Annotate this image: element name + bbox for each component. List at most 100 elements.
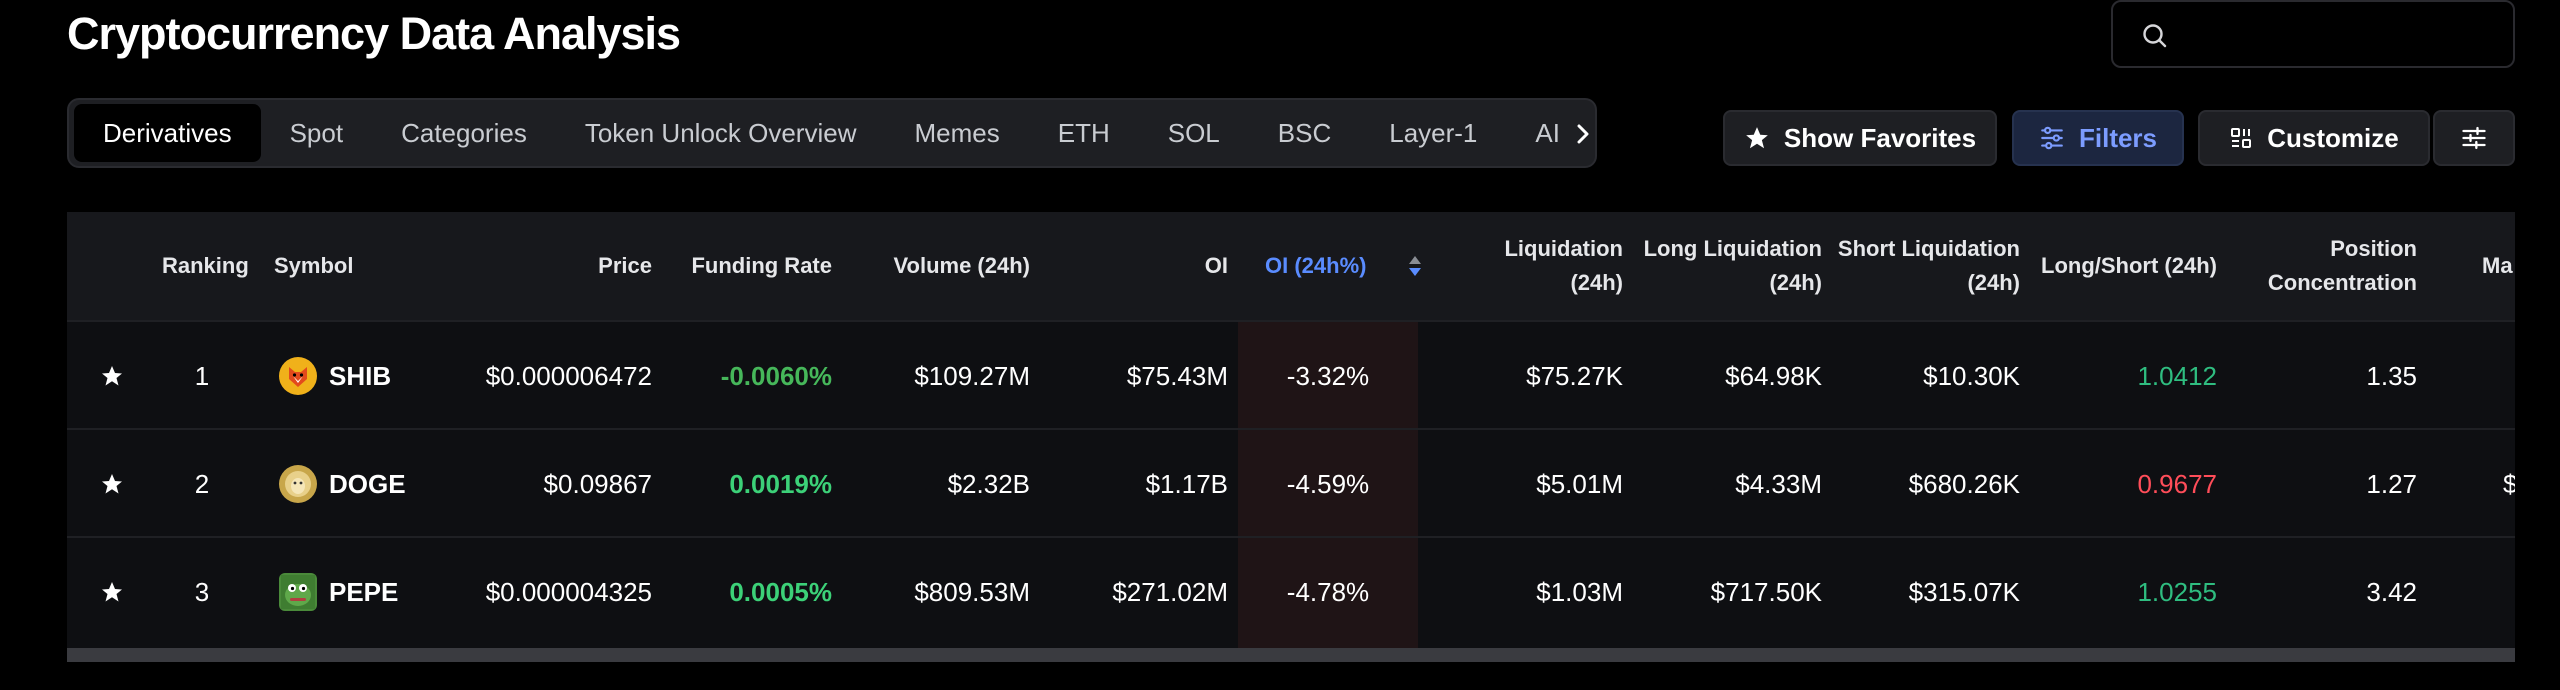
long-liquidation-cell: $717.50K bbox=[1710, 576, 1822, 607]
position-concentration-cell: 1.27 bbox=[2366, 468, 2417, 499]
tab-layer-1[interactable]: Layer-1 bbox=[1389, 117, 1478, 148]
header-long-liquidation-line1: Long Liquidation bbox=[1643, 236, 1822, 261]
shib-coin-icon bbox=[279, 357, 317, 395]
settings-button[interactable] bbox=[2433, 110, 2515, 166]
doge-coin-icon bbox=[279, 465, 317, 503]
ma-cell: $ bbox=[2503, 468, 2515, 499]
table-row[interactable]: 3 PEPE $0.000004325 0.0005% $809.53M $27… bbox=[67, 536, 2515, 644]
filters-button[interactable]: Filters bbox=[2012, 110, 2184, 166]
long-short-cell: 1.0255 bbox=[2137, 576, 2217, 607]
oi-cell: $1.17B bbox=[1145, 468, 1228, 499]
funding-rate-cell: 0.0019% bbox=[729, 468, 832, 499]
tab-derivatives[interactable]: Derivatives bbox=[74, 104, 261, 162]
funding-rate-cell: -0.0060% bbox=[720, 360, 832, 391]
position-concentration-cell: 3.42 bbox=[2366, 576, 2417, 607]
header-position-concentration[interactable]: Position Concentration bbox=[2247, 212, 2417, 320]
oi-change-cell: -3.32% bbox=[1286, 360, 1370, 391]
header-liquidation[interactable]: Liquidation (24h) bbox=[1504, 236, 1623, 295]
volume-cell: $109.27M bbox=[914, 360, 1030, 391]
ma-cell bbox=[2503, 538, 2515, 646]
long-short-cell: 1.0412 bbox=[2137, 360, 2217, 391]
position-concentration-cell: 1.35 bbox=[2366, 360, 2417, 391]
tab-sol[interactable]: SOL bbox=[1167, 117, 1220, 148]
header-ma[interactable]: Ma bbox=[2482, 253, 2513, 278]
symbol-cell[interactable]: SHIB bbox=[279, 322, 429, 430]
header-price[interactable]: Price bbox=[598, 253, 652, 278]
tab-eth[interactable]: ETH bbox=[1057, 117, 1110, 148]
liquidation-cell: $75.27K bbox=[1526, 360, 1623, 391]
long-liquidation-cell: $64.98K bbox=[1725, 360, 1822, 391]
sort-icon[interactable] bbox=[1405, 212, 1425, 320]
long-short-cell: 0.9677 bbox=[2137, 468, 2217, 499]
rank-cell: 3 bbox=[194, 576, 210, 607]
oi-change-cell: -4.78% bbox=[1286, 576, 1370, 607]
header-short-liquidation-line2: (24h) bbox=[1967, 270, 2020, 295]
header-oi-change[interactable]: OI (24h%) bbox=[1265, 253, 1367, 278]
price-cell: $0.000006472 bbox=[485, 360, 652, 391]
table-row[interactable]: 1 SHIB $0.000006472 -0.0060% $109.27M $7… bbox=[67, 320, 2515, 428]
show-favorites-label: Show Favorites bbox=[1783, 122, 1977, 153]
short-liquidation-cell: $10.30K bbox=[1923, 360, 2020, 391]
header-ranking[interactable]: Ranking bbox=[162, 253, 249, 278]
favorite-star-icon[interactable] bbox=[87, 430, 137, 538]
horizontal-scrollbar[interactable] bbox=[67, 648, 2515, 662]
header-long-short[interactable]: Long/Short (24h) bbox=[2041, 253, 2217, 278]
tab-spot[interactable]: Spot bbox=[289, 117, 344, 148]
header-long-liquidation-line2: (24h) bbox=[1769, 270, 1822, 295]
liquidation-cell: $5.01M bbox=[1536, 468, 1623, 499]
header-volume[interactable]: Volume (24h) bbox=[893, 253, 1030, 278]
oi-change-cell: -4.59% bbox=[1286, 468, 1370, 499]
derivatives-table: Ranking Symbol Price Funding Rate Volume… bbox=[67, 212, 2515, 662]
filters-label: Filters bbox=[2078, 122, 2158, 153]
tab-token-unlock-overview[interactable]: Token Unlock Overview bbox=[584, 117, 857, 148]
tab-memes[interactable]: Memes bbox=[914, 117, 1000, 148]
price-cell: $0.09867 bbox=[543, 468, 652, 499]
oi-cell: $75.43M bbox=[1126, 360, 1228, 391]
symbol-cell[interactable]: PEPE bbox=[279, 538, 429, 646]
tab-ai[interactable]: AI bbox=[1535, 117, 1560, 148]
tab-bsc[interactable]: BSC bbox=[1277, 117, 1332, 148]
header-position-line1: Position bbox=[2330, 236, 2417, 261]
header-short-liquidation-line1: Short Liquidation bbox=[1837, 236, 2020, 261]
oi-cell: $271.02M bbox=[1112, 576, 1228, 607]
rank-cell: 2 bbox=[194, 468, 210, 499]
volume-cell: $2.32B bbox=[947, 468, 1030, 499]
long-liquidation-cell: $4.33M bbox=[1735, 468, 1822, 499]
symbol-text: DOGE bbox=[329, 468, 406, 499]
page-title: Cryptocurrency Data Analysis bbox=[67, 8, 681, 59]
symbol-text: PEPE bbox=[329, 576, 399, 607]
category-tabs: Derivatives Spot Categories Token Unlock… bbox=[67, 98, 1597, 168]
pepe-coin-icon bbox=[279, 573, 317, 611]
customize-button[interactable]: Customize bbox=[2198, 110, 2430, 166]
table-header: Ranking Symbol Price Funding Rate Volume… bbox=[67, 212, 2515, 320]
symbol-cell[interactable]: DOGE bbox=[279, 430, 429, 538]
short-liquidation-cell: $315.07K bbox=[1908, 576, 2020, 607]
price-cell: $0.000004325 bbox=[485, 576, 652, 607]
scrollbar-thumb[interactable] bbox=[67, 648, 2515, 662]
tabs-next-button[interactable] bbox=[1563, 108, 1603, 160]
symbol-text: SHIB bbox=[329, 360, 392, 391]
tab-categories[interactable]: Categories bbox=[401, 117, 527, 148]
search-input[interactable] bbox=[2111, 0, 2515, 68]
rank-cell: 1 bbox=[194, 360, 210, 391]
settings-sliders-icon bbox=[2462, 126, 2486, 150]
header-oi[interactable]: OI bbox=[1204, 253, 1228, 278]
customize-label: Customize bbox=[2267, 122, 2399, 153]
favorite-star-icon[interactable] bbox=[87, 538, 137, 646]
customize-icon bbox=[2231, 128, 2252, 148]
show-favorites-button[interactable]: Show Favorites bbox=[1723, 110, 1997, 166]
header-position-line2: Concentration bbox=[2267, 270, 2417, 295]
header-short-liquidation[interactable]: Short Liquidation (24h) bbox=[1835, 212, 2020, 320]
header-long-liquidation[interactable]: Long Liquidation (24h) bbox=[1637, 212, 1822, 320]
chevron-right-icon bbox=[1577, 124, 1589, 144]
volume-cell: $809.53M bbox=[914, 576, 1030, 607]
liquidation-cell: $1.03M bbox=[1536, 576, 1623, 607]
header-symbol[interactable]: Symbol bbox=[274, 253, 354, 278]
funding-rate-cell: 0.0005% bbox=[729, 576, 832, 607]
header-funding-rate[interactable]: Funding Rate bbox=[691, 253, 832, 278]
short-liquidation-cell: $680.26K bbox=[1908, 468, 2020, 499]
search-icon bbox=[2143, 24, 2167, 48]
favorite-star-icon[interactable] bbox=[87, 322, 137, 430]
table-row[interactable]: 2 DOGE $0.09867 0.0019% $2.32B $1.17B -4… bbox=[67, 428, 2515, 536]
sliders-icon bbox=[2041, 126, 2063, 150]
